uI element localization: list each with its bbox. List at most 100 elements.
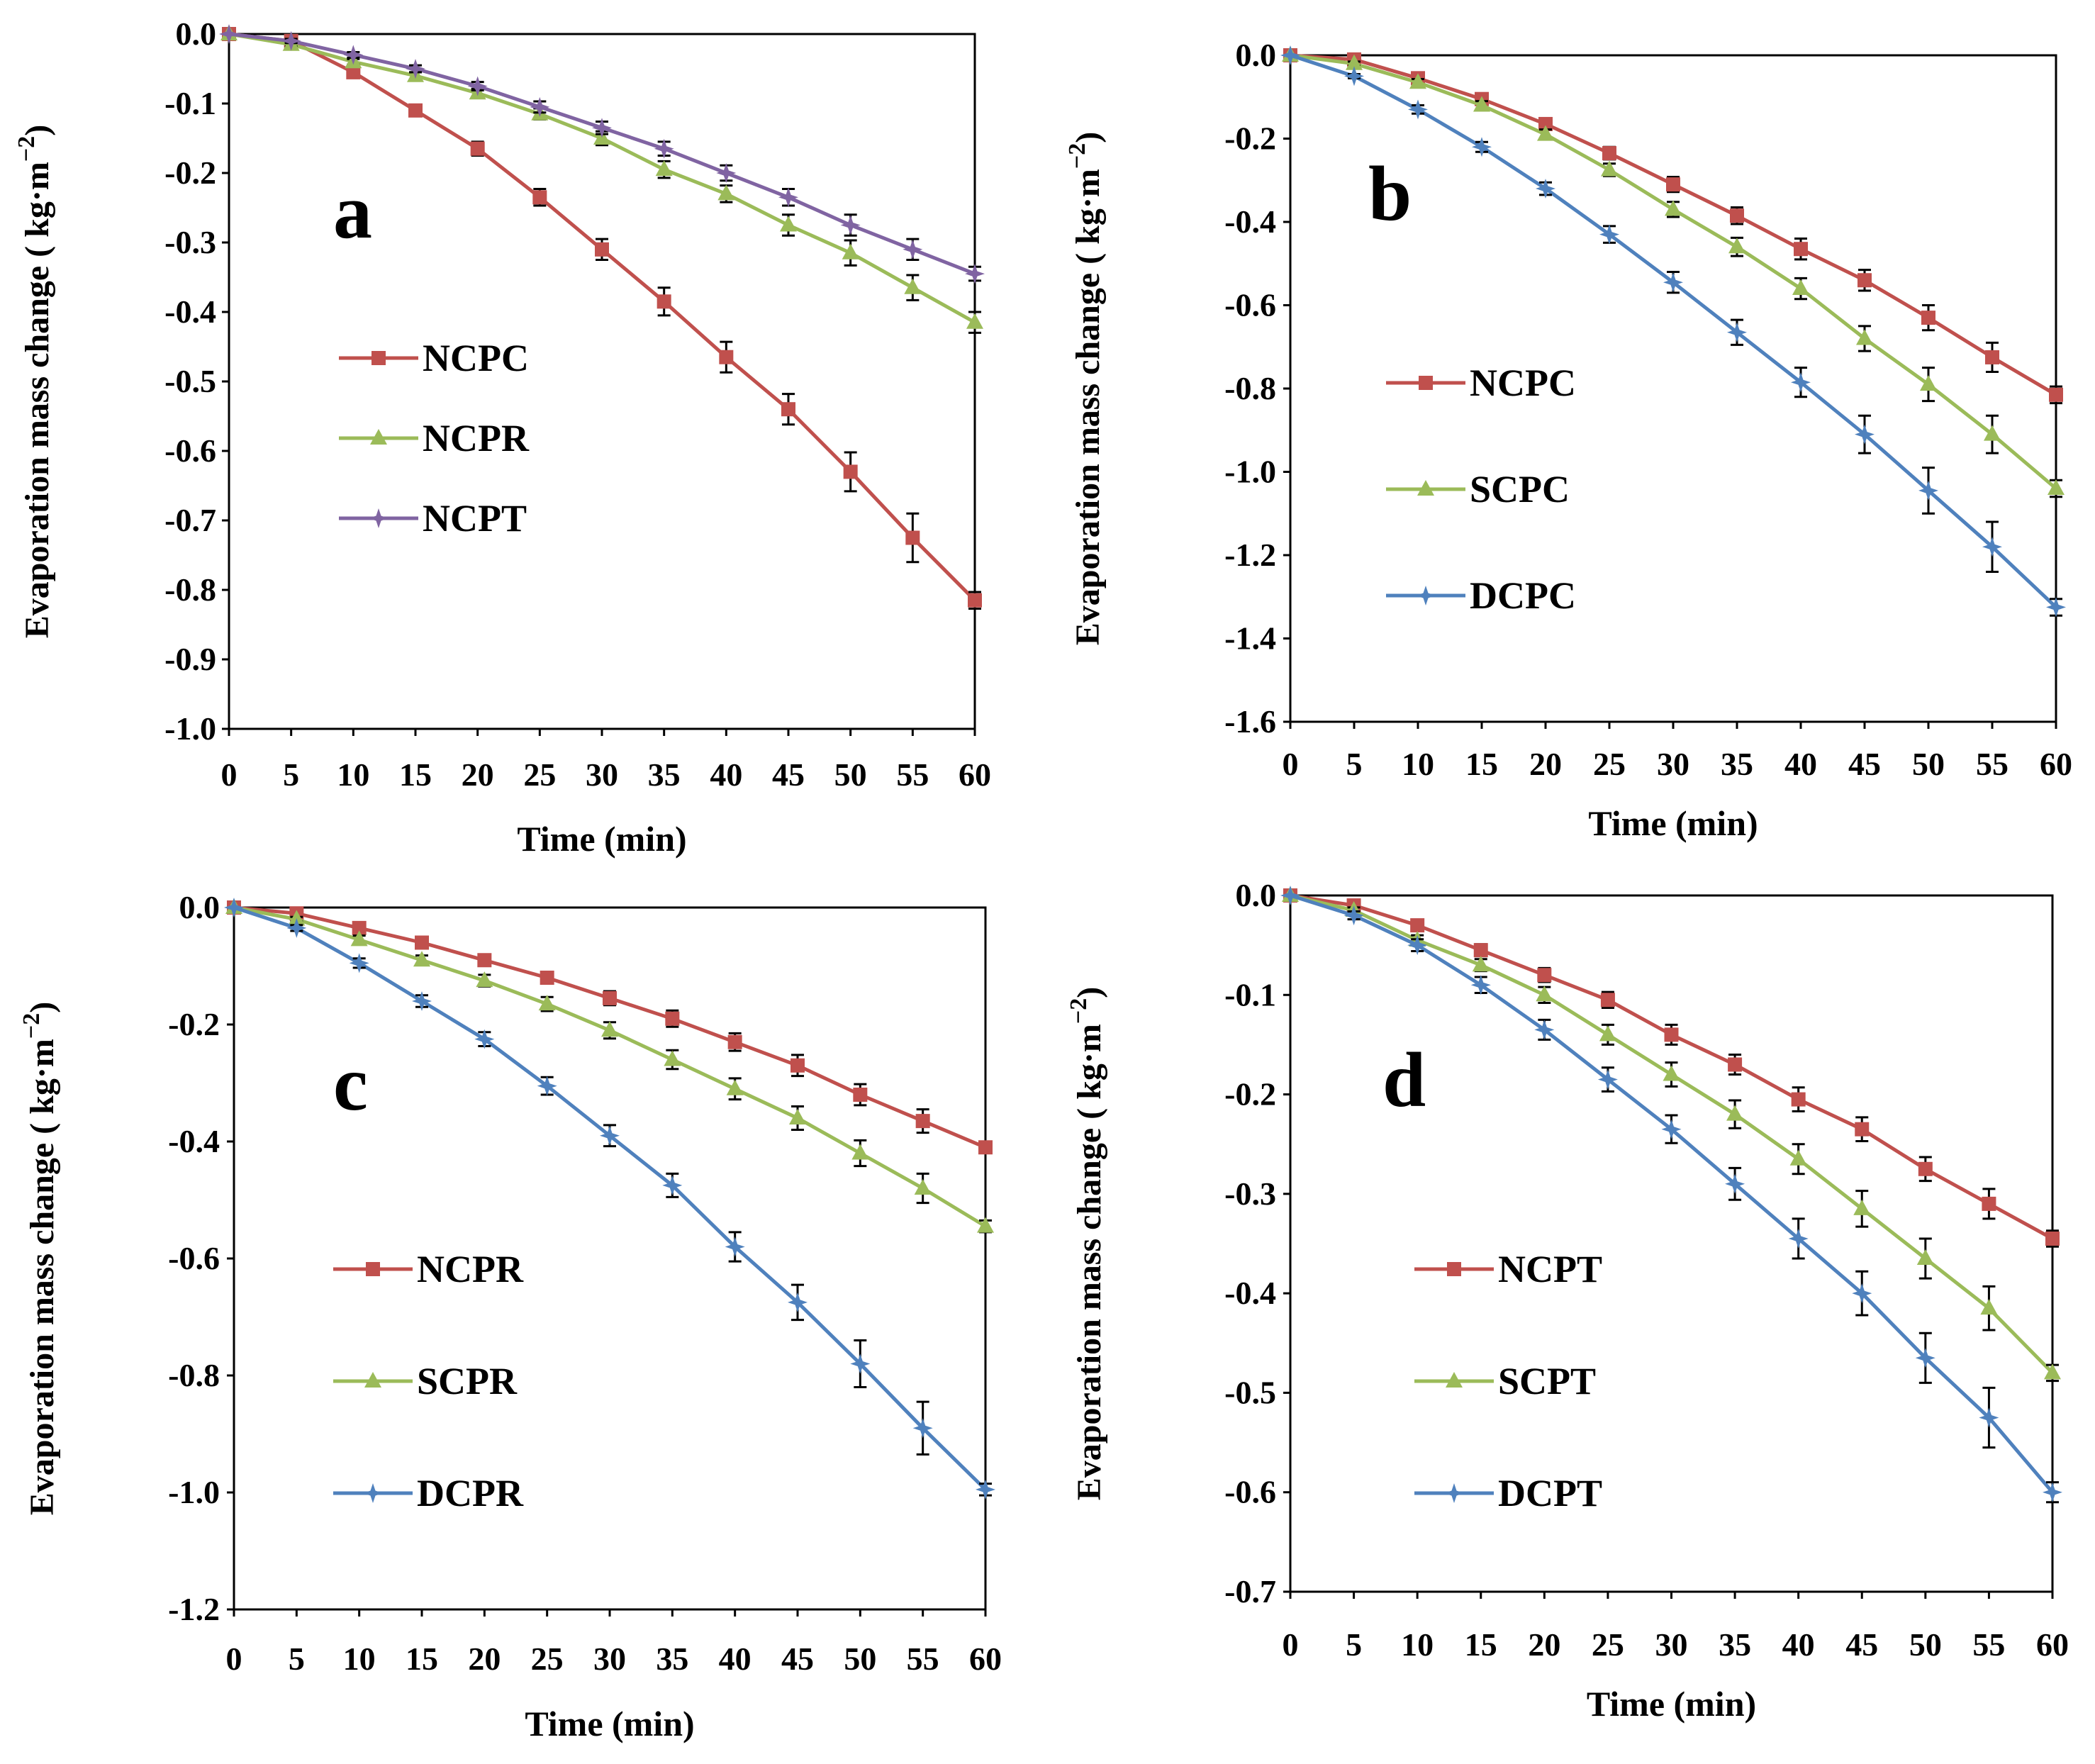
data-point bbox=[415, 935, 429, 950]
data-point bbox=[976, 1479, 995, 1500]
data-point bbox=[716, 163, 737, 183]
x-tick-label: 55 bbox=[1972, 1626, 2005, 1663]
data-point bbox=[1661, 1119, 1682, 1139]
data-point bbox=[1856, 329, 1873, 345]
series-NCPT bbox=[219, 24, 985, 284]
legend-entry-DCPR: DCPR bbox=[333, 1472, 524, 1514]
legend-entry-NCPC: NCPC bbox=[1386, 362, 1576, 404]
legend-marker bbox=[370, 429, 387, 445]
legend-label: NCPR bbox=[423, 417, 530, 459]
legend-label: SCPR bbox=[417, 1360, 518, 1402]
x-tick-label: 55 bbox=[1976, 746, 2009, 782]
data-point bbox=[853, 1088, 868, 1102]
data-point bbox=[1280, 886, 1300, 905]
data-point bbox=[1725, 1173, 1745, 1194]
x-tick-label: 45 bbox=[772, 757, 805, 793]
x-tick-label: 10 bbox=[337, 757, 369, 793]
y-tick-label: -0.4 bbox=[1224, 1275, 1276, 1311]
y-tick-label: 0.0 bbox=[176, 16, 217, 52]
data-point bbox=[1534, 1020, 1555, 1040]
x-tick-label: 35 bbox=[648, 757, 681, 793]
data-point bbox=[224, 898, 244, 917]
data-point bbox=[2049, 387, 2063, 402]
data-point bbox=[965, 264, 985, 284]
legend-entry-NCPC: NCPC bbox=[339, 337, 529, 379]
x-tick-label: 50 bbox=[834, 757, 867, 793]
x-tick-label: 35 bbox=[1721, 746, 1753, 782]
y-tick-label: -0.3 bbox=[164, 224, 216, 260]
data-point bbox=[1855, 1122, 1870, 1137]
data-point bbox=[1855, 424, 1875, 445]
data-point bbox=[474, 1029, 495, 1049]
data-point bbox=[905, 530, 920, 545]
panel-d-chart: 0.0 -0.1 -0.2 -0.3 -0.4 -0.5 -0.6 -0.70 5 10 15 20 2… bbox=[1066, 877, 2069, 1724]
data-point bbox=[2046, 597, 2066, 618]
y-tick-label: -0.8 bbox=[168, 1357, 220, 1393]
data-point bbox=[1602, 146, 1616, 161]
data-point bbox=[978, 1140, 993, 1155]
data-point bbox=[977, 1217, 994, 1233]
data-point bbox=[595, 242, 609, 257]
data-point bbox=[903, 239, 923, 259]
data-point bbox=[1985, 350, 1999, 364]
panel-b-chart: 0.0 -0.2 -0.4 -0.6 -0.8 -1.0 -1.2 -1.4 -1.60 5 10 1… bbox=[1064, 37, 2072, 843]
data-point bbox=[1979, 1407, 1999, 1428]
data-point bbox=[1730, 208, 1744, 223]
x-tick-label: 15 bbox=[1465, 746, 1498, 782]
data-point bbox=[1920, 375, 1937, 391]
y-tick-label: -0.7 bbox=[1224, 1573, 1276, 1609]
legend-label: NCPT bbox=[423, 497, 527, 540]
series-NCPT bbox=[1283, 888, 2060, 1248]
y-axis-label: Evaporation mass change ( kg·m−2) bbox=[18, 1002, 61, 1515]
data-point bbox=[2044, 1363, 2061, 1380]
legend-label: NCPR bbox=[417, 1248, 524, 1290]
y-tick-label: -0.9 bbox=[164, 641, 216, 677]
data-point bbox=[1409, 73, 1426, 89]
data-point bbox=[470, 141, 485, 156]
x-tick-label: 5 bbox=[1346, 746, 1363, 782]
legend-marker bbox=[1446, 1372, 1463, 1388]
x-tick-label: 20 bbox=[1529, 746, 1562, 782]
series-NCPC bbox=[222, 27, 982, 610]
data-point bbox=[1280, 45, 1300, 65]
data-point bbox=[842, 243, 859, 259]
data-point bbox=[1346, 54, 1363, 70]
x-tick-label: 10 bbox=[1402, 746, 1434, 782]
x-tick-label: 40 bbox=[1784, 746, 1817, 782]
x-tick-label: 0 bbox=[1283, 1626, 1299, 1663]
data-point bbox=[1791, 1092, 1806, 1107]
legend-marker bbox=[371, 351, 386, 365]
y-tick-label: -0.8 bbox=[164, 571, 216, 608]
x-tick-label: 25 bbox=[1593, 746, 1626, 782]
legend-label: NCPT bbox=[1498, 1248, 1602, 1290]
data-point bbox=[1599, 224, 1619, 245]
legend-label: DCPT bbox=[1498, 1472, 1602, 1514]
data-point bbox=[851, 1144, 869, 1160]
panel-letter: d bbox=[1382, 1037, 1426, 1123]
data-point bbox=[1472, 956, 1490, 972]
data-point bbox=[1407, 935, 1428, 956]
legend-entry-DCPT: DCPT bbox=[1414, 1472, 1602, 1514]
legend-marker bbox=[1447, 1262, 1461, 1276]
x-tick-label: 40 bbox=[710, 757, 742, 793]
legend-entry-NCPR: NCPR bbox=[333, 1248, 524, 1290]
x-tick-label: 5 bbox=[1346, 1626, 1362, 1663]
data-point bbox=[654, 138, 674, 159]
panel-a-chart: 0.0 -0.1 -0.2 -0.3 -0.4 -0.5 -0.6 -0.7 -0.8 -0.9 -… bbox=[13, 16, 991, 859]
y-tick-label: -1.2 bbox=[168, 1591, 220, 1627]
data-point bbox=[1918, 1161, 1933, 1176]
data-point bbox=[343, 45, 364, 65]
x-tick-label: 60 bbox=[2040, 746, 2072, 782]
data-point bbox=[1536, 179, 1555, 199]
data-point bbox=[219, 24, 239, 44]
x-tick-label: 0 bbox=[1283, 746, 1299, 782]
y-tick-label: -0.4 bbox=[168, 1123, 220, 1159]
y-tick-label: -0.2 bbox=[1224, 1076, 1276, 1112]
data-point bbox=[1599, 1025, 1616, 1042]
x-tick-label: 60 bbox=[959, 757, 991, 793]
plot-frame bbox=[233, 906, 987, 1611]
plot-frame bbox=[1289, 894, 2054, 1593]
x-tick-label: 15 bbox=[1465, 1626, 1497, 1663]
data-point bbox=[476, 971, 493, 988]
series-NCPR bbox=[227, 900, 993, 1155]
